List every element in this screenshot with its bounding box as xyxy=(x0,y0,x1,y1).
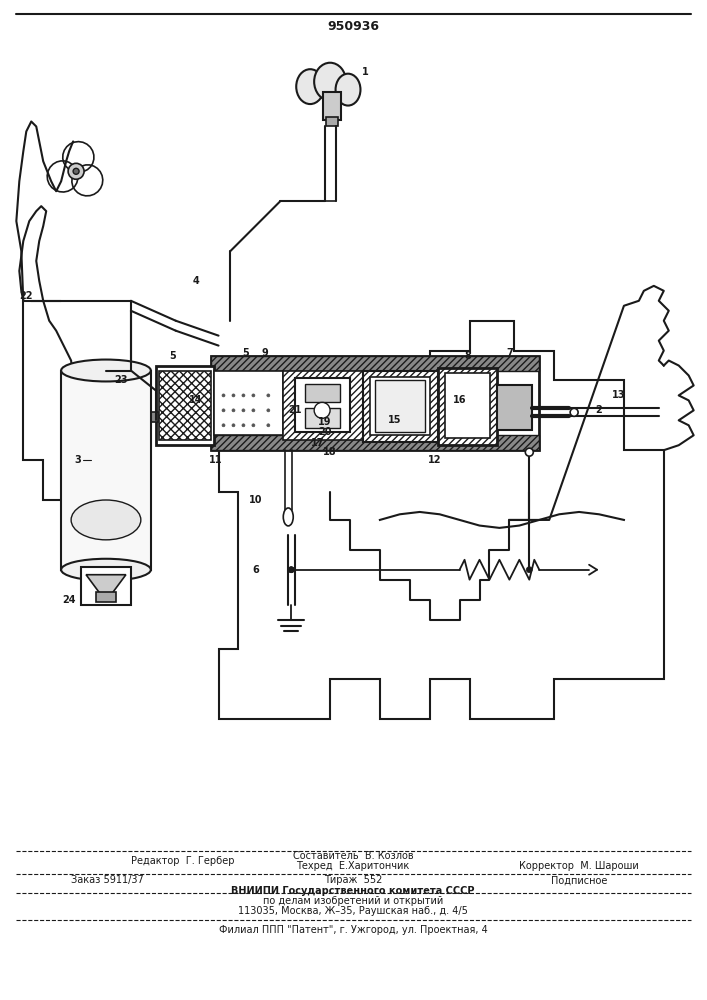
Circle shape xyxy=(73,168,79,174)
Bar xyxy=(146,412,158,422)
Text: 14: 14 xyxy=(189,395,202,405)
Text: 7: 7 xyxy=(506,348,513,358)
Text: 6: 6 xyxy=(252,565,259,575)
Circle shape xyxy=(242,409,245,412)
Circle shape xyxy=(267,394,270,397)
Bar xyxy=(81,567,131,605)
Text: 17: 17 xyxy=(311,438,325,448)
Text: Корректор  М. Шароши: Корректор М. Шароши xyxy=(519,861,639,871)
Circle shape xyxy=(232,394,235,397)
Circle shape xyxy=(232,424,235,427)
Bar xyxy=(96,592,116,602)
Bar xyxy=(211,435,539,450)
Circle shape xyxy=(222,394,225,397)
Text: 3: 3 xyxy=(74,455,81,465)
Polygon shape xyxy=(86,575,126,602)
Circle shape xyxy=(570,408,578,416)
Bar xyxy=(375,380,425,432)
Text: 23: 23 xyxy=(114,375,128,385)
Circle shape xyxy=(314,402,330,418)
Ellipse shape xyxy=(61,559,151,581)
Bar xyxy=(498,385,532,430)
Text: 5: 5 xyxy=(242,348,249,358)
Bar xyxy=(156,366,214,445)
Text: 19: 19 xyxy=(318,417,332,427)
Bar xyxy=(445,373,491,438)
Bar xyxy=(296,378,350,432)
Bar xyxy=(370,377,430,435)
Text: 8: 8 xyxy=(464,351,471,361)
Ellipse shape xyxy=(61,360,151,381)
Text: 20: 20 xyxy=(318,427,332,437)
Text: ВНИИПИ Государственного комитета СССР: ВНИИПИ Государственного комитета СССР xyxy=(231,886,475,896)
Text: Филиал ППП "Патент", г. Ужгород, ул. Проектная, 4: Филиал ППП "Патент", г. Ужгород, ул. Про… xyxy=(218,925,487,935)
Bar xyxy=(159,371,211,440)
Text: 24: 24 xyxy=(62,595,76,605)
Circle shape xyxy=(68,163,84,179)
Circle shape xyxy=(267,424,270,427)
Bar xyxy=(134,412,148,420)
Bar xyxy=(323,92,341,120)
Ellipse shape xyxy=(314,63,346,101)
Circle shape xyxy=(252,424,255,427)
Circle shape xyxy=(267,409,270,412)
Circle shape xyxy=(252,409,255,412)
Circle shape xyxy=(288,567,294,573)
Text: 2: 2 xyxy=(596,405,602,415)
Bar xyxy=(214,371,284,435)
Text: 12: 12 xyxy=(428,455,441,465)
Circle shape xyxy=(222,409,225,412)
Circle shape xyxy=(222,424,225,427)
Bar xyxy=(326,117,338,126)
Bar xyxy=(211,356,539,450)
Text: 9: 9 xyxy=(262,348,269,358)
Text: 22: 22 xyxy=(20,291,33,301)
Ellipse shape xyxy=(284,508,293,526)
Text: 10: 10 xyxy=(249,495,262,505)
Text: Составитель  В. Козлов: Составитель В. Козлов xyxy=(293,851,414,861)
Text: Тираж  552: Тираж 552 xyxy=(324,875,382,885)
Text: 4: 4 xyxy=(192,276,199,286)
Text: Техред  Е.Харитончик: Техред Е.Харитончик xyxy=(296,861,409,871)
Text: 1: 1 xyxy=(361,67,368,77)
Text: 16: 16 xyxy=(452,395,467,405)
Ellipse shape xyxy=(71,500,141,540)
Text: по делам изобретений и открытий: по делам изобретений и открытий xyxy=(263,896,443,906)
Text: 950936: 950936 xyxy=(327,20,379,33)
Bar xyxy=(61,371,151,570)
Ellipse shape xyxy=(296,69,324,104)
Text: Редактор  Г. Гербер: Редактор Г. Гербер xyxy=(131,856,235,866)
Circle shape xyxy=(288,567,294,573)
Text: 18: 18 xyxy=(323,447,337,457)
Circle shape xyxy=(525,448,533,456)
Ellipse shape xyxy=(336,74,361,106)
Bar xyxy=(284,371,363,440)
Bar xyxy=(363,371,438,442)
Circle shape xyxy=(242,424,245,427)
Text: 5: 5 xyxy=(170,351,176,361)
Bar xyxy=(438,368,498,445)
Circle shape xyxy=(242,394,245,397)
Text: 21: 21 xyxy=(288,405,302,415)
Bar xyxy=(305,384,340,402)
Text: 113035, Москва, Ж–35, Раушская наб., д. 4/5: 113035, Москва, Ж–35, Раушская наб., д. … xyxy=(238,906,468,916)
Circle shape xyxy=(526,567,532,573)
Text: Подписное: Подписное xyxy=(551,875,607,885)
Text: 15: 15 xyxy=(388,415,402,425)
Text: Заказ 5911/37: Заказ 5911/37 xyxy=(71,875,144,885)
Text: 13: 13 xyxy=(612,390,626,400)
Bar xyxy=(211,356,539,371)
Text: 11: 11 xyxy=(209,455,222,465)
Bar xyxy=(305,408,340,428)
Circle shape xyxy=(252,394,255,397)
Circle shape xyxy=(232,409,235,412)
